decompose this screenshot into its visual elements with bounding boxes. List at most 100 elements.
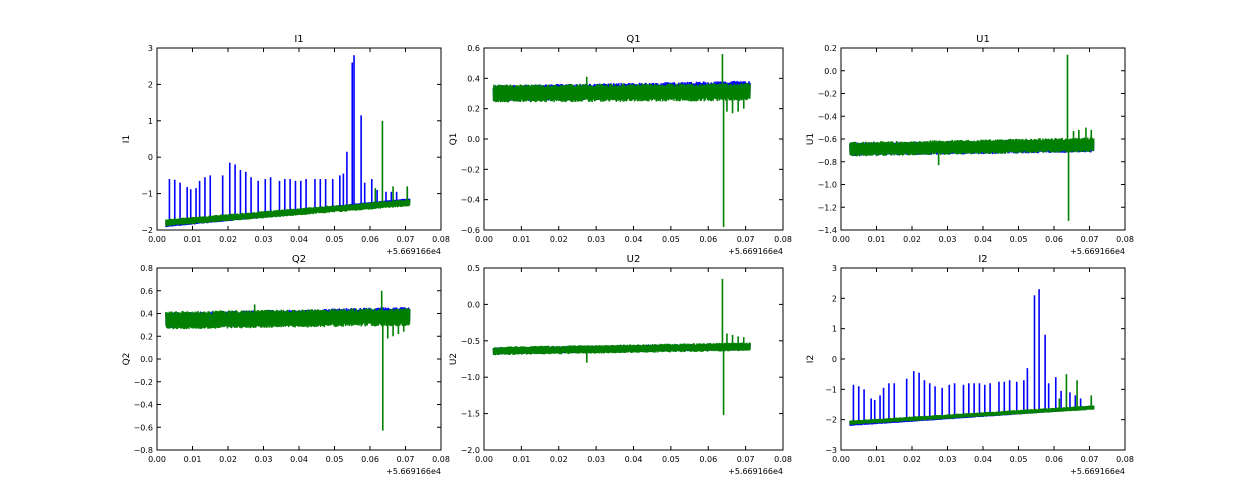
series-green-line <box>849 405 1095 425</box>
y-tick-label: 3 <box>832 264 837 273</box>
x-tick-label: 0.03 <box>939 455 957 464</box>
y-tick-label: −1 <box>141 190 153 199</box>
y-tick-label: 3 <box>148 44 153 53</box>
x-tick-label: 0.08 <box>1116 235 1134 244</box>
x-tick-label: 0.04 <box>974 235 992 244</box>
x-tick-label: 0.00 <box>475 235 493 244</box>
x-tick-label: 0.05 <box>1010 235 1028 244</box>
x-tick-label: 0.02 <box>903 235 921 244</box>
y-tick-label: −1.0 <box>818 181 837 190</box>
x-tick-label: 0.01 <box>868 455 886 464</box>
subplot-2: 0.00 0.01 0.02 0.03 0.04 0.05 0.06 0.07 0.08 −0.6… <box>449 34 792 256</box>
x-tick-label: 0.04 <box>625 455 643 464</box>
x-tick-label: 0.08 <box>774 235 792 244</box>
x-tick-label: 0.02 <box>903 455 921 464</box>
x-tick-label: 0.07 <box>737 455 755 464</box>
subplot-title: U2 <box>627 254 641 265</box>
y-tick-label: −0.8 <box>818 158 837 167</box>
y-tick-label: 1 <box>832 325 837 334</box>
x-tick-label: 0.01 <box>512 235 530 244</box>
series-green-line <box>165 199 411 227</box>
y-axis-label: Q1 <box>449 133 459 146</box>
x-tick-label: 0.03 <box>587 455 605 464</box>
x-tick-label: 0.04 <box>290 235 308 244</box>
x-offset-label: +5.669166e4 <box>1070 467 1125 476</box>
x-tick-label: 0.02 <box>550 455 568 464</box>
y-tick-label: −2 <box>825 416 837 425</box>
x-tick-label: 0.08 <box>1116 455 1134 464</box>
axes-frame <box>483 47 784 231</box>
x-tick-label: 0.07 <box>737 235 755 244</box>
x-tick-label: 0.02 <box>550 235 568 244</box>
x-tick-label: 0.06 <box>699 235 717 244</box>
y-axis-label: I1 <box>122 135 132 143</box>
y-tick-label: 0.0 <box>824 67 837 76</box>
subplot-3: 0.00 0.01 0.02 0.03 0.04 0.05 0.06 0.07 0.08 −1.4… <box>806 34 1134 256</box>
x-tick-label: 0.02 <box>219 235 237 244</box>
x-tick-label: 0.01 <box>184 235 202 244</box>
y-tick-label: −0.6 <box>134 423 153 432</box>
y-tick-label: 0.0 <box>467 135 480 144</box>
y-tick-label: −0.4 <box>818 112 837 121</box>
y-tick-label: 0.8 <box>140 264 153 273</box>
subplot-title: Q1 <box>626 34 640 45</box>
series-green-line <box>492 342 751 356</box>
y-tick-label: −3 <box>825 446 837 455</box>
subplot-5: 0.00 0.01 0.02 0.03 0.04 0.05 0.06 0.07 0.08 −2.0… <box>449 254 792 476</box>
subplot-4: 0.00 0.01 0.02 0.03 0.04 0.05 0.06 0.07 0.08 −0.8… <box>122 254 450 476</box>
x-offset-label: +5.669166e4 <box>386 467 441 476</box>
x-tick-label: 0.00 <box>148 455 166 464</box>
y-tick-label: −0.8 <box>134 446 153 455</box>
x-tick-label: 0.06 <box>361 455 379 464</box>
x-tick-label: 0.05 <box>1010 455 1028 464</box>
y-tick-label: 0.6 <box>140 287 153 296</box>
y-tick-label: 0 <box>148 153 153 162</box>
y-tick-label: −2.0 <box>461 446 480 455</box>
x-offset-label: +5.669166e4 <box>728 247 783 256</box>
x-tick-label: 0.05 <box>662 455 680 464</box>
x-tick-label: 0.01 <box>868 235 886 244</box>
y-tick-label: 0.0 <box>140 355 153 364</box>
subplot-1: 0.00 0.01 0.02 0.03 0.04 0.05 0.06 0.07 0.08 −2 −1… <box>122 34 450 256</box>
y-tick-label: −0.6 <box>461 226 480 235</box>
x-tick-label: 0.06 <box>361 235 379 244</box>
subplot-6: 0.00 0.01 0.02 0.03 0.04 0.05 0.06 0.07 0.08 −3 −2… <box>806 254 1134 476</box>
y-tick-label: 0.4 <box>140 310 153 319</box>
x-tick-label: 0.04 <box>974 455 992 464</box>
x-tick-label: 0.08 <box>432 455 450 464</box>
x-tick-label: 0.00 <box>475 455 493 464</box>
x-tick-label: 0.07 <box>1081 455 1099 464</box>
subplot-title: U1 <box>976 34 990 45</box>
x-tick-label: 0.00 <box>832 235 850 244</box>
y-tick-label: −0.4 <box>461 196 480 205</box>
y-tick-label: 0.2 <box>824 44 837 53</box>
y-tick-label: 1 <box>148 117 153 126</box>
subplot-title: I2 <box>978 254 987 265</box>
y-tick-label: 0.5 <box>467 264 480 273</box>
x-offset-label: +5.669166e4 <box>728 467 783 476</box>
y-tick-label: 2 <box>148 80 153 89</box>
subplot-title: I1 <box>294 34 303 45</box>
x-tick-label: 0.05 <box>326 455 344 464</box>
y-tick-label: −0.5 <box>461 337 480 346</box>
x-tick-label: 0.05 <box>662 235 680 244</box>
y-tick-label: −0.4 <box>134 401 153 410</box>
y-tick-label: 0.0 <box>467 300 480 309</box>
x-tick-label: 0.01 <box>512 455 530 464</box>
x-tick-label: 0.07 <box>397 235 415 244</box>
x-tick-label: 0.03 <box>255 235 273 244</box>
x-tick-label: 0.03 <box>255 455 273 464</box>
x-tick-label: 0.01 <box>184 455 202 464</box>
x-tick-label: 0.00 <box>148 235 166 244</box>
axes-frame <box>156 267 442 451</box>
x-tick-label: 0.00 <box>832 455 850 464</box>
y-axis-label: U1 <box>806 133 816 145</box>
x-tick-label: 0.06 <box>1045 235 1063 244</box>
x-tick-label: 0.06 <box>1045 455 1063 464</box>
y-axis-label: Q2 <box>122 353 132 366</box>
series-green-line <box>849 137 1095 157</box>
x-tick-label: 0.05 <box>326 235 344 244</box>
y-tick-label: −0.2 <box>818 90 837 99</box>
y-tick-label: 0.2 <box>140 332 153 341</box>
